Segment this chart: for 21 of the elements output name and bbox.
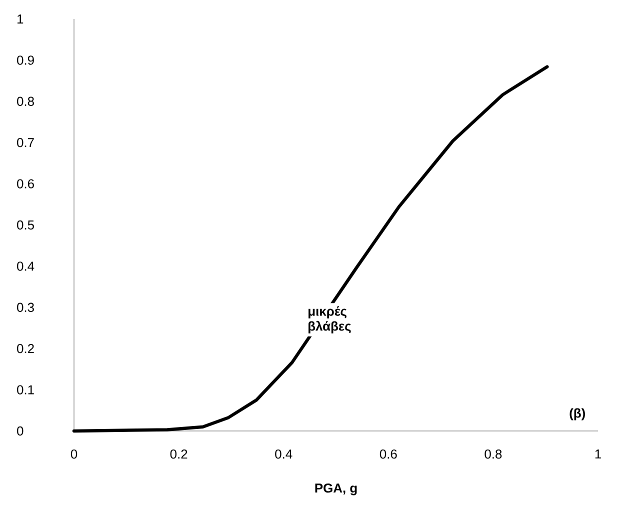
x-tick-label: 0.6	[380, 449, 397, 459]
annotation: μικρές βλάβες	[308, 306, 351, 334]
y-tick-label: 1	[18, 14, 24, 24]
x-tick-label: 0.4	[275, 449, 292, 459]
y-tick-label: 0.6	[17, 179, 34, 188]
x-tick-label: 1	[595, 450, 601, 458]
line-series	[72, 65, 549, 433]
annotation: (β)	[570, 408, 585, 420]
x-axis-title: PGA, g	[315, 484, 357, 496]
x-tick-label: 0	[70, 449, 78, 459]
x-tick-label: 0.2	[170, 449, 188, 459]
y-tick-label: 0.2	[17, 344, 34, 354]
y-tick-label: 0.9	[17, 56, 34, 65]
y-tick-label: 0	[17, 426, 24, 436]
y-tick-label: 0.4	[17, 262, 34, 271]
x-tick-label: 0.8	[484, 449, 502, 459]
y-tick-label: 0.8	[17, 96, 34, 106]
y-tick-label: 0.7	[17, 138, 34, 148]
y-tick-label: 0.1	[17, 385, 34, 394]
y-tick-label: 0.3	[17, 302, 34, 312]
y-tick-label: 0.5	[17, 220, 34, 230]
